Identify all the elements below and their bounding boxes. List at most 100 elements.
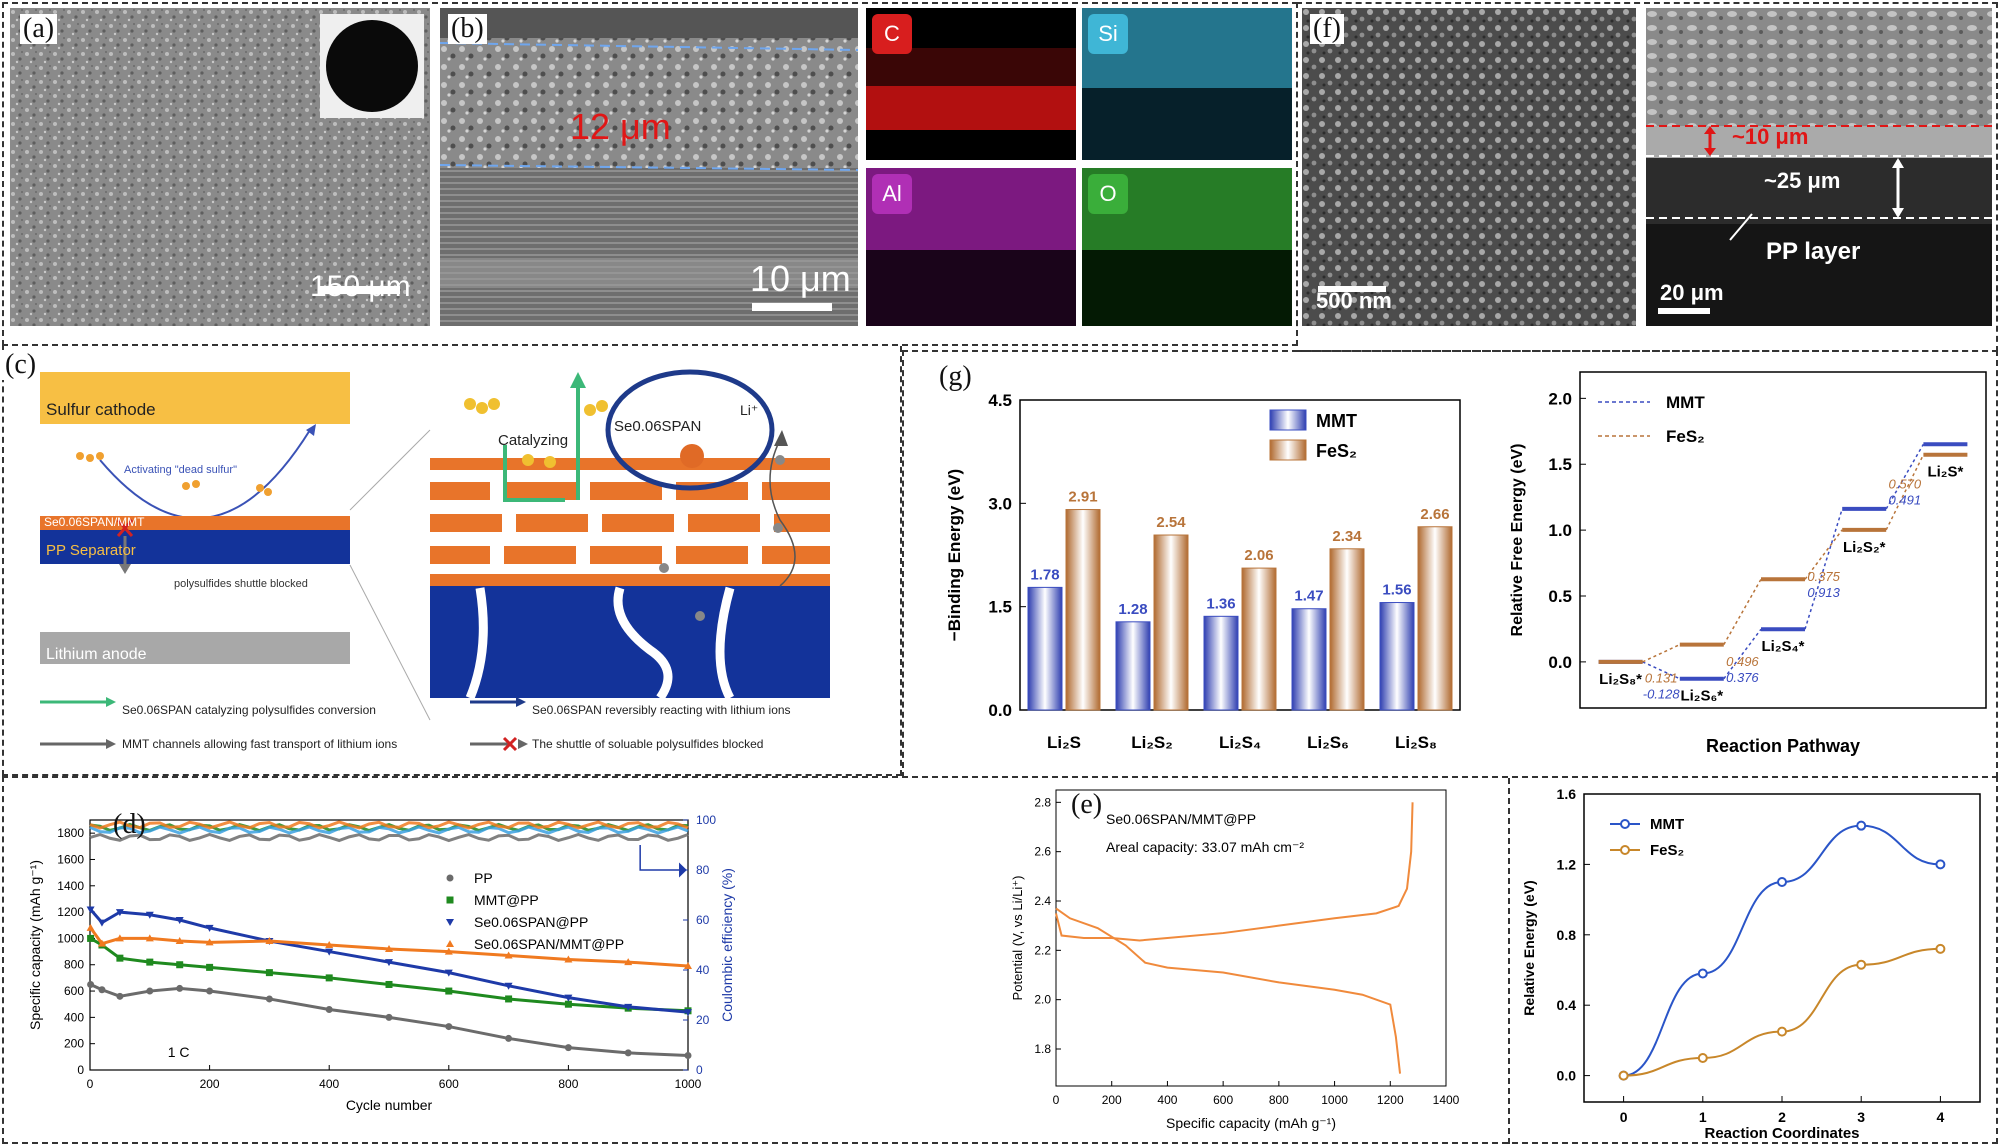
x-tick-label-d: 400 bbox=[319, 1077, 339, 1091]
y-tick-label-g2: 0.5 bbox=[1548, 587, 1572, 606]
data-point-d bbox=[265, 969, 273, 977]
legend-marker-d bbox=[446, 940, 454, 947]
schematic-c bbox=[40, 369, 830, 752]
x-tick-label-e: 1000 bbox=[1321, 1093, 1348, 1107]
state-label-g2: Li₂S* bbox=[1927, 464, 1963, 481]
data-point-d bbox=[146, 987, 154, 995]
bar-label-g1: 2.34 bbox=[1332, 528, 1362, 545]
data-point-d bbox=[325, 948, 334, 956]
legend-label-g1: FeS₂ bbox=[1316, 441, 1357, 461]
y-tick-label-d: 200 bbox=[64, 1037, 84, 1051]
state-label-g2: Li₂S₈* bbox=[1599, 671, 1642, 688]
category-label-g1: Li₂S bbox=[1047, 733, 1081, 752]
data-point-d bbox=[205, 924, 214, 932]
y-tick-label-g1: 4.5 bbox=[988, 391, 1012, 410]
edx-map-o: O bbox=[1082, 168, 1292, 326]
series-line-e-1 bbox=[1055, 907, 1402, 1074]
data-point-d bbox=[684, 962, 692, 970]
bar-label-g1: 1.78 bbox=[1030, 566, 1059, 583]
data-point-d bbox=[385, 980, 393, 988]
scale-bar-b: 10 μm bbox=[750, 258, 851, 299]
separator-label: PP Separator bbox=[46, 542, 136, 559]
data-point-d bbox=[624, 1049, 632, 1057]
connector-MMT bbox=[1804, 508, 1843, 630]
data-point-d bbox=[624, 958, 633, 966]
data-point-d bbox=[445, 987, 453, 995]
data-point-d bbox=[145, 911, 154, 919]
x-tick-label-e: 600 bbox=[1213, 1093, 1233, 1107]
connector-FeS₂ bbox=[1885, 454, 1925, 531]
legend-label-d: PP bbox=[474, 870, 493, 886]
step-fes2-g2: 0.570 bbox=[1889, 477, 1922, 492]
x-tick-label-e: 200 bbox=[1102, 1093, 1122, 1107]
panel-label-g: (g) bbox=[936, 362, 975, 392]
data-point-d bbox=[504, 951, 513, 959]
scale-bar-f-left: 500 nm bbox=[1316, 288, 1392, 313]
chart-d-cycling: 0 200 400 600 800 100002004006008001000120014… bbox=[27, 813, 735, 1113]
legend-marker-g3 bbox=[1620, 819, 1630, 829]
data-point-d bbox=[86, 906, 95, 914]
legend-label-d: Se0.06SPAN@PP bbox=[474, 914, 588, 930]
data-point-d bbox=[684, 1009, 692, 1017]
data-point-d bbox=[205, 938, 214, 946]
plot-frame-d bbox=[89, 819, 689, 1071]
series-line-1 bbox=[89, 937, 689, 1013]
data-point-d bbox=[115, 934, 124, 942]
connector-FeS₂ bbox=[1723, 578, 1762, 645]
data-point-d bbox=[505, 995, 513, 1003]
plot-frame-e bbox=[1055, 789, 1447, 1087]
y2-tick-label-d: 20 bbox=[696, 1013, 710, 1027]
y-axis-label-g1: −Binding Energy (eV) bbox=[945, 469, 964, 641]
ce-series-3 bbox=[89, 820, 689, 830]
curve-FeS₂ bbox=[1623, 947, 1941, 1077]
data-point-d bbox=[564, 994, 573, 1002]
bar-MMT bbox=[1379, 602, 1415, 711]
pp-thickness-f: ~25 μm bbox=[1764, 168, 1841, 193]
y2-tick-label-d: 60 bbox=[696, 913, 710, 927]
data-point-g3 bbox=[1697, 1053, 1708, 1063]
connector-MMT bbox=[1723, 628, 1762, 680]
data-point-g3 bbox=[1856, 959, 1867, 970]
data-point-d bbox=[97, 919, 106, 927]
x-tick-label-e: 1400 bbox=[1433, 1093, 1460, 1107]
bar-FeS₂ bbox=[1241, 567, 1277, 711]
x-tick-label-e: 1200 bbox=[1377, 1093, 1404, 1107]
panel-label-b: (b) bbox=[448, 14, 487, 44]
y-tick-label-e: 2.8 bbox=[1034, 795, 1051, 809]
x-tick-label-g3: 3 bbox=[1857, 1109, 1865, 1125]
data-point-d bbox=[97, 939, 106, 947]
y-tick-label-d: 0 bbox=[77, 1063, 84, 1077]
data-point-d bbox=[176, 961, 184, 969]
x-tick-label-d: 0 bbox=[87, 1077, 94, 1091]
chart-g-binding: 0.0 1.5 3.0 4.5 −Binding Energy (eV) Li₂S 1.78… bbox=[945, 391, 1461, 752]
data-point-d bbox=[86, 923, 95, 931]
bar-MMT bbox=[1291, 608, 1327, 711]
edx-label-al: Al bbox=[872, 174, 912, 214]
legend-label-g2: FeS₂ bbox=[1666, 427, 1705, 446]
frame-c bbox=[2, 346, 902, 776]
data-point-g3 bbox=[1935, 943, 1946, 954]
bar-FeS₂ bbox=[1417, 526, 1453, 711]
y-tick-label-d: 1400 bbox=[57, 879, 84, 893]
x-axis-label-d: Cycle number bbox=[346, 1097, 433, 1113]
subtitle-e: Areal capacity: 33.07 mAh cm⁻² bbox=[1106, 839, 1304, 855]
plot-frame-g2 bbox=[1579, 371, 1987, 709]
data-point-d bbox=[505, 1034, 513, 1042]
x-tick-label-d: 1000 bbox=[675, 1077, 702, 1091]
data-point-d bbox=[87, 934, 95, 942]
data-point-d bbox=[444, 969, 453, 977]
y-tick-label-d: 600 bbox=[64, 984, 84, 998]
y-tick-label-e: 1.8 bbox=[1034, 1042, 1051, 1056]
bar-MMT bbox=[1027, 586, 1063, 711]
data-point-d bbox=[325, 941, 334, 948]
step-fes2-g2: 0.496 bbox=[1726, 654, 1759, 669]
y-tick-label-e: 2.6 bbox=[1034, 845, 1051, 859]
edx-label-o: O bbox=[1088, 174, 1128, 214]
data-point-d bbox=[175, 937, 184, 945]
bar-label-g1: 1.56 bbox=[1382, 582, 1411, 599]
data-point-d bbox=[385, 1013, 393, 1021]
category-label-g1: Li₂S₄ bbox=[1219, 733, 1261, 752]
data-point-d bbox=[206, 963, 214, 971]
data-point-d bbox=[564, 1044, 572, 1052]
step-mmt-g2: -0.128 bbox=[1643, 686, 1681, 701]
